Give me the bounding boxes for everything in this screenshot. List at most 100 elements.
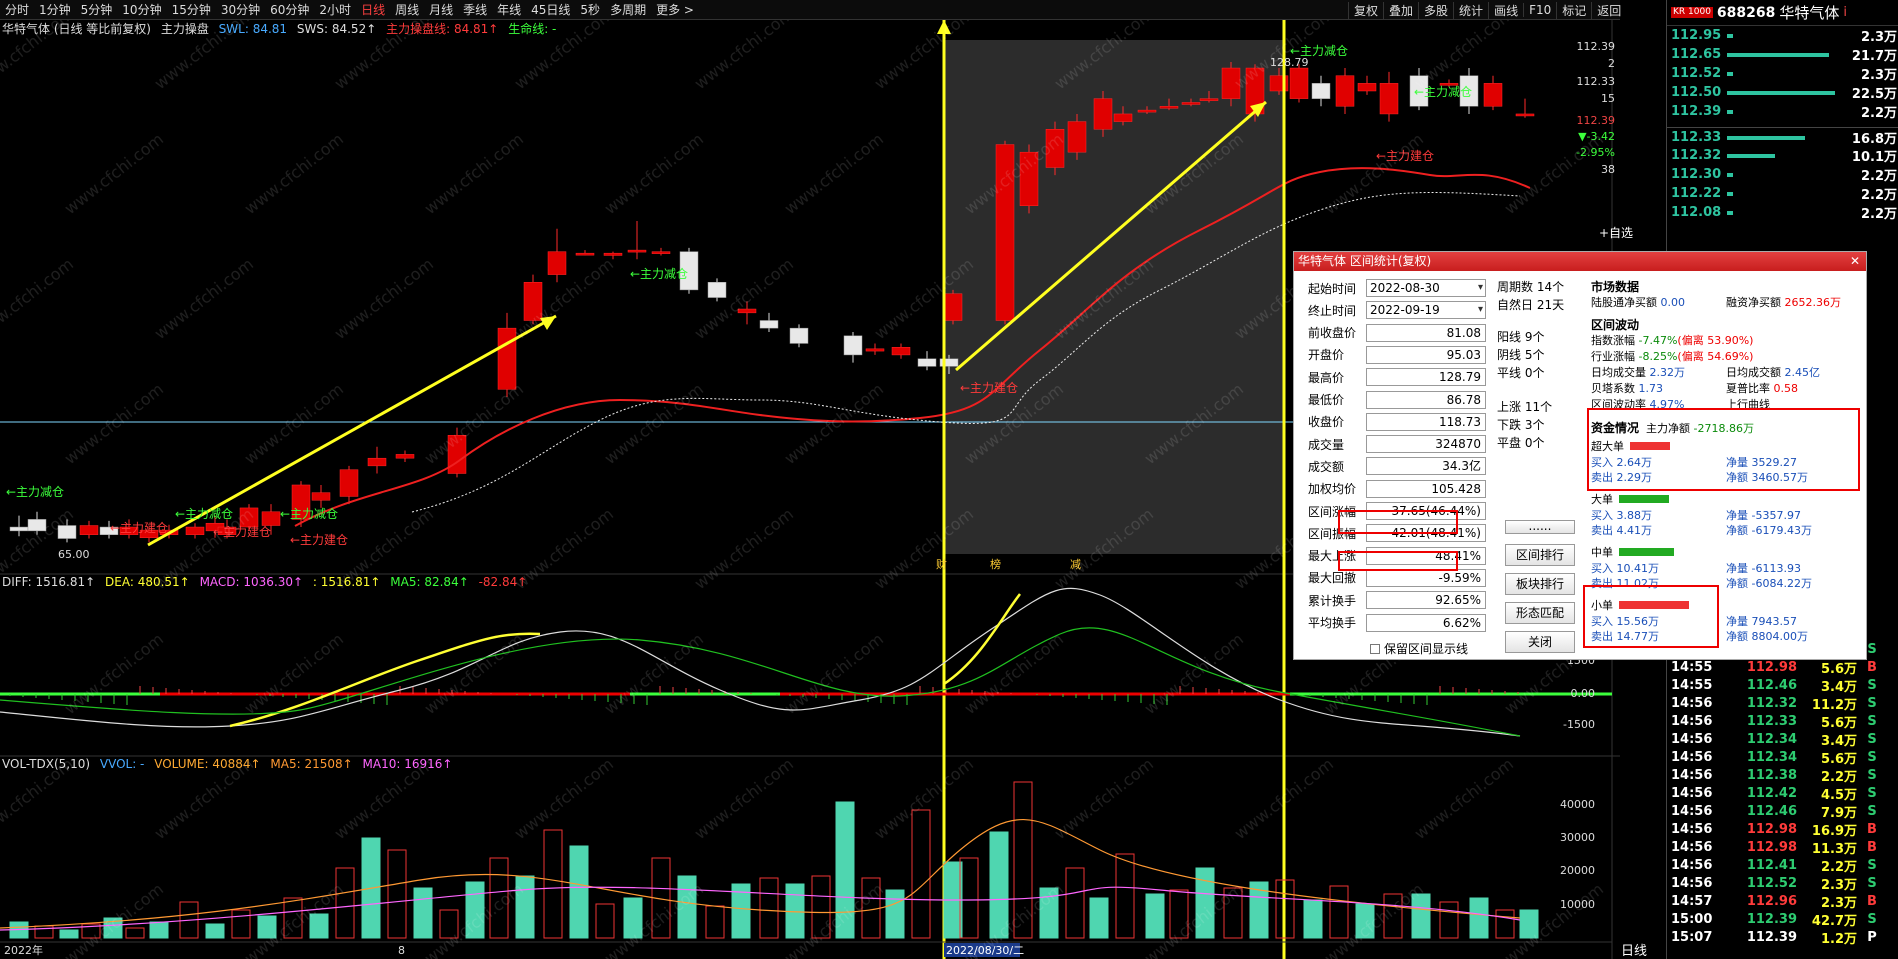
market-lugu: 陆股通净买额 0.00 bbox=[1591, 296, 1685, 309]
trade-volume: 5.6万 bbox=[1820, 661, 1857, 677]
trade-row: 14:56 112.52 2.3万 S bbox=[1667, 874, 1898, 893]
orderbook-row[interactable]: 112.33 16.8万 bbox=[1667, 127, 1898, 147]
trade-row: 14:56 112.98 11.3万 B bbox=[1667, 838, 1898, 857]
watermark-text: www.cfchi.com bbox=[691, 254, 797, 343]
field-label: 最高价 bbox=[1308, 370, 1345, 385]
tool-button-0[interactable]: 复权 bbox=[1348, 1, 1383, 19]
orderbook-bar bbox=[1727, 102, 1847, 121]
keep-range-label: 保留区间显示线 bbox=[1384, 642, 1469, 656]
volume-bar bbox=[125, 927, 145, 939]
orderbook-volume: 21.7万 bbox=[1851, 49, 1897, 64]
trade-row: 14:56 112.46 7.9万 S bbox=[1667, 802, 1898, 821]
date-picker[interactable]: 2022-08-30 bbox=[1366, 279, 1486, 297]
watermark-text: www.cfchi.com bbox=[241, 879, 347, 959]
main-legend-swl: SWL: 84.81 bbox=[218, 22, 288, 36]
trade-volume: 2.3万 bbox=[1820, 877, 1857, 893]
candle-body bbox=[523, 281, 543, 321]
date-picker[interactable]: 2022-09-19 bbox=[1366, 301, 1486, 320]
field-label: 开盘价 bbox=[1308, 348, 1345, 363]
funds-sell: 卖出 2.29万 bbox=[1591, 471, 1652, 484]
candle-body bbox=[547, 251, 567, 275]
range-beta: 贝塔系数 1.73 bbox=[1591, 382, 1663, 395]
close-icon[interactable]: ✕ bbox=[1849, 254, 1860, 268]
volume-bar bbox=[731, 883, 751, 939]
funds-net-amt: 净额 8804.00万 bbox=[1726, 630, 1808, 643]
timeframe-tab-14[interactable]: 5秒 bbox=[580, 3, 601, 17]
range-trend: 上行曲线 bbox=[1726, 398, 1770, 411]
volume-bar bbox=[257, 915, 277, 939]
orderbook-row[interactable]: 112.08 2.2万 bbox=[1667, 203, 1898, 222]
timeframe-tab-11[interactable]: 季线 bbox=[463, 3, 488, 17]
orderbook-bar-fill bbox=[1727, 72, 1733, 76]
trade-volume: 42.7万 bbox=[1811, 913, 1857, 929]
timeframe-tab-10[interactable]: 月线 bbox=[429, 3, 454, 17]
trend-arrow-1 bbox=[147, 314, 557, 547]
timeframe-tab-2[interactable]: 5分钟 bbox=[80, 3, 113, 17]
annotation-label: ←主力减仓 bbox=[280, 507, 338, 521]
period-footer[interactable]: 日线 bbox=[1621, 944, 1648, 959]
volume-bar bbox=[1303, 899, 1323, 939]
orderbook-row[interactable]: 112.39 2.2万 bbox=[1667, 102, 1898, 121]
annotation-label: ←主力减仓 bbox=[630, 267, 688, 281]
trade-direction: B bbox=[1867, 659, 1877, 675]
timeframe-tab-0[interactable]: 分时 bbox=[5, 3, 30, 17]
candle-body bbox=[1019, 151, 1039, 206]
timeframe-tab-1[interactable]: 1分钟 bbox=[39, 3, 71, 17]
tool-button-6[interactable]: 标记 bbox=[1556, 1, 1591, 19]
info-icon[interactable]: i bbox=[1843, 5, 1848, 20]
main-legend-indicator[interactable]: 主力操盘 bbox=[160, 22, 209, 36]
dialog-button-0[interactable]: ...... bbox=[1505, 520, 1575, 534]
tool-button-4[interactable]: 画线 bbox=[1488, 1, 1523, 19]
dialog-button-1[interactable]: 区间排行 bbox=[1505, 544, 1575, 566]
timeframe-tab-9[interactable]: 周线 bbox=[395, 3, 420, 17]
field-value: -9.59% bbox=[1366, 568, 1486, 587]
timeframe-tab-4[interactable]: 15分钟 bbox=[171, 3, 211, 17]
trade-volume: 16.9万 bbox=[1811, 823, 1857, 839]
add-watchlist-button[interactable]: +自选 bbox=[1599, 226, 1634, 240]
tool-button-3[interactable]: 统计 bbox=[1453, 1, 1488, 19]
timeframe-tab-3[interactable]: 10分钟 bbox=[122, 3, 162, 17]
volume-bar bbox=[959, 857, 979, 939]
timeframe-tab-5[interactable]: 30分钟 bbox=[220, 3, 261, 17]
orderbook-row[interactable]: 112.50 22.5万 bbox=[1667, 83, 1898, 102]
orderbook-row[interactable]: 112.95 2.3万 bbox=[1667, 26, 1898, 45]
orderbook-row[interactable]: 112.32 10.1万 bbox=[1667, 146, 1898, 165]
orderbook-row[interactable]: 112.52 2.3万 bbox=[1667, 64, 1898, 83]
tool-button-5[interactable]: F10 bbox=[1523, 3, 1556, 17]
timeframe-tab-16[interactable]: 更多 > bbox=[656, 3, 694, 17]
trade-direction: S bbox=[1867, 785, 1877, 801]
watermark-text: www.cfchi.com bbox=[691, 754, 797, 843]
tool-button-2[interactable]: 多股 bbox=[1418, 1, 1453, 19]
dialog-button-4[interactable]: 关闭 bbox=[1505, 631, 1575, 653]
timeframe-tab-15[interactable]: 多周期 bbox=[610, 3, 647, 17]
dialog-button-2[interactable]: 板块排行 bbox=[1505, 573, 1575, 595]
vol-axis-label: 40000 bbox=[1560, 798, 1595, 811]
field-row: 最高价 128.79 bbox=[1308, 367, 1504, 387]
dialog-button-3[interactable]: 形态匹配 bbox=[1505, 602, 1575, 624]
range-stats-dialog: 华特气体 区间统计(复权) ✕ 起始时间 2022-08-30 终止时间 2022-0… bbox=[1293, 251, 1867, 660]
orderbook-row[interactable]: 112.22 2.2万 bbox=[1667, 184, 1898, 203]
trade-row: 14:57 112.96 2.3万 B bbox=[1667, 892, 1898, 911]
tool-button-7[interactable]: 返回 bbox=[1591, 1, 1626, 19]
field-value: 81.08 bbox=[1366, 323, 1486, 342]
trade-row: 14:56 112.33 5.6万 S bbox=[1667, 712, 1898, 731]
tool-button-1[interactable]: 叠加 bbox=[1383, 1, 1418, 19]
orderbook-row[interactable]: 112.30 2.2万 bbox=[1667, 165, 1898, 184]
watermark-text: www.cfchi.com bbox=[871, 754, 977, 843]
field-value: 324870 bbox=[1366, 435, 1486, 454]
stock-name: 华特气体 bbox=[1779, 4, 1840, 22]
dialog-titlebar[interactable]: 华特气体 区间统计(复权) ✕ bbox=[1294, 252, 1866, 271]
volume-bar bbox=[1145, 893, 1165, 939]
timeframe-tab-13[interactable]: 45日线 bbox=[531, 3, 571, 17]
candle-body bbox=[1245, 67, 1265, 115]
timeframe-tab-7[interactable]: 2小时 bbox=[319, 3, 352, 17]
orderbook-row[interactable]: 112.65 21.7万 bbox=[1667, 45, 1898, 64]
keep-range-checkbox[interactable]: 保留区间显示线 bbox=[1370, 640, 1468, 657]
trade-row: 14:56 112.42 4.5万 S bbox=[1667, 784, 1898, 803]
field-row: 累计换手 92.65% bbox=[1308, 590, 1504, 610]
timeframe-tab-12[interactable]: 年线 bbox=[497, 3, 522, 17]
timeframe-tab-8[interactable]: 日线 bbox=[361, 3, 386, 17]
trade-price: 112.98 bbox=[1746, 821, 1797, 837]
timeframe-tab-6[interactable]: 60分钟 bbox=[270, 3, 310, 17]
date-axis-label: 2022年 bbox=[4, 943, 43, 957]
